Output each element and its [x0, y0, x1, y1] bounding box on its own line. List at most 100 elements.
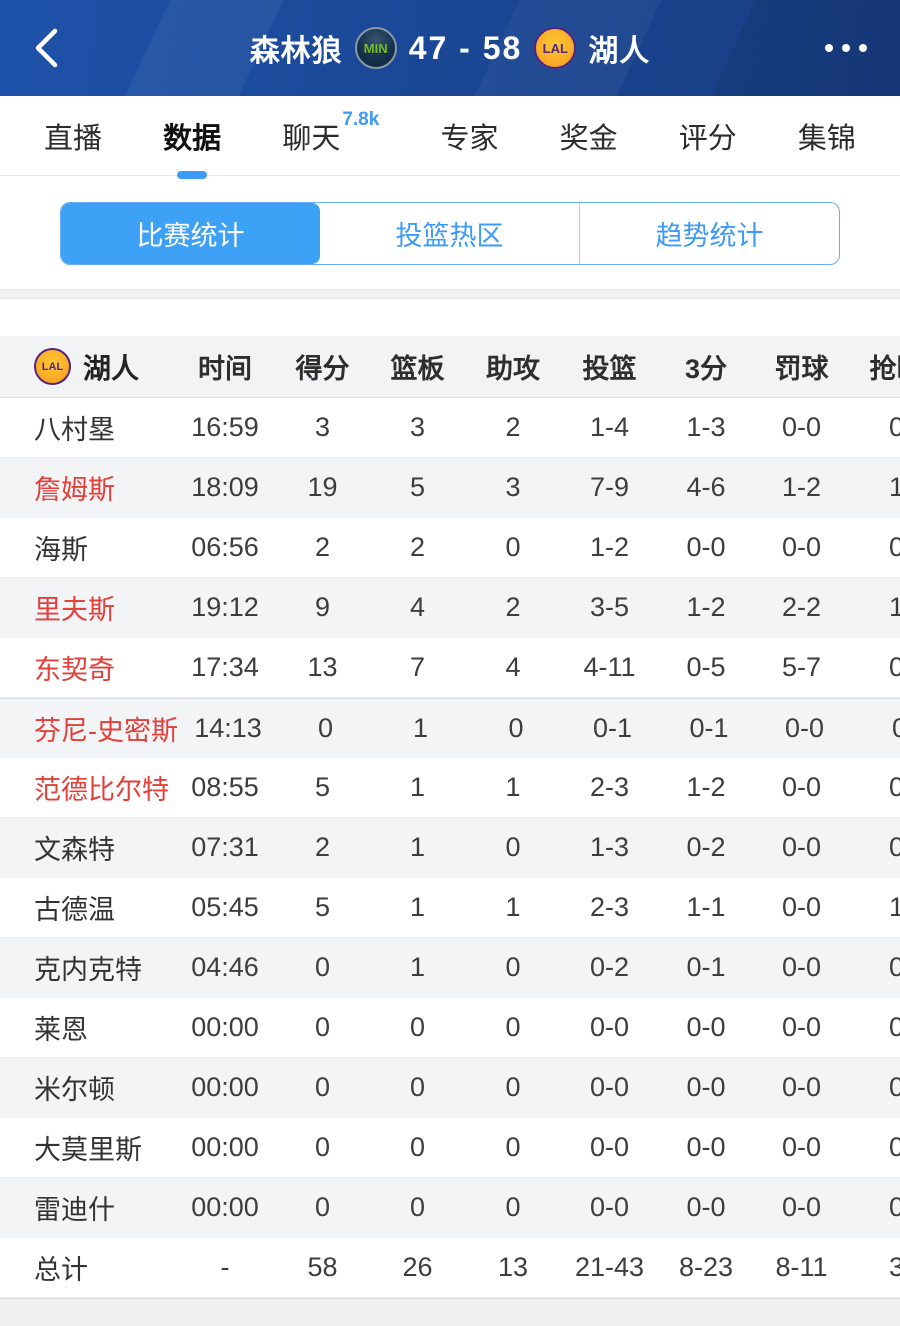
player-row-克内克特[interactable]: 克内克特 04:46 0 1 0 0-2 0-1 0-0 0	[0, 938, 900, 998]
team-header-cell: LAL 湖人	[0, 347, 175, 387]
player-row-古德温[interactable]: 古德温 05:45 5 1 1 2-3 1-1 0-0 1	[0, 878, 900, 938]
stat-cell-助攻: 4	[505, 652, 521, 682]
stat-cell-抢断: 1	[888, 592, 900, 622]
stat-cell-得分: 0	[314, 1072, 331, 1102]
stat-cell-助攻: 0	[505, 1132, 521, 1162]
stat-cell-得分: 0	[314, 1012, 331, 1042]
player-name: 东契奇	[34, 655, 115, 685]
stat-cell-时间: 07:31	[191, 832, 259, 862]
player-name: 里夫斯	[34, 595, 115, 625]
stat-cell-助攻: 2	[505, 592, 521, 622]
home-team-name: 湖人	[588, 35, 651, 68]
player-row-詹姆斯[interactable]: 詹姆斯 18:09 19 5 3 7-9 4-6 1-2 1	[0, 458, 900, 518]
tab-聊天[interactable]: 聊天 7.8k	[280, 107, 381, 165]
stat-cell-得分: 2	[314, 532, 331, 562]
stat-cell-3分: 4-6	[686, 472, 726, 502]
stat-cell-得分: 0	[314, 1132, 331, 1162]
segment-投篮热区[interactable]: 投篮热区	[395, 221, 504, 251]
player-row-八村塁[interactable]: 八村塁 16:59 3 3 2 1-4 1-3 0-0 0	[0, 398, 900, 458]
totals-row: 总计 - 58 26 13 21-43 8-23 8-11 3	[0, 1238, 900, 1298]
column-header-得分: 得分	[295, 354, 350, 384]
stat-cell-投篮: 0-2	[589, 952, 630, 982]
stat-cell-罚球: 2-2	[781, 592, 822, 622]
stat-cell-篮板: 0	[409, 1012, 426, 1042]
stat-cell-罚球: 0-0	[781, 1012, 822, 1042]
stat-cell-得分: 0	[314, 952, 331, 982]
player-row-大莫里斯[interactable]: 大莫里斯 00:00 0 0 0 0-0 0-0 0-0 0	[0, 1118, 900, 1178]
stats-table-viewport[interactable]: LAL 湖人 时间得分篮板助攻投篮3分罚球抢断 八村塁16:593321-41-…	[0, 336, 900, 1298]
stat-cell-抢断: 0	[888, 952, 900, 982]
tab-集锦[interactable]: 集锦	[796, 107, 858, 165]
timberwolves-logo-icon: MIN	[354, 27, 397, 69]
stat-cell-得分: 0	[317, 712, 334, 743]
stat-cell-得分: 13	[307, 652, 338, 682]
stat-cell-得分: 5	[314, 772, 331, 802]
stat-cell-篮板: 0	[409, 1132, 426, 1162]
tab-bar: 直播 数据 聊天 7.8k 专家 奖金 评分 集锦	[0, 96, 900, 176]
stat-cell-助攻: 3	[505, 472, 521, 502]
player-row-海斯[interactable]: 海斯 06:56 2 2 0 1-2 0-0 0-0 0	[0, 518, 900, 578]
more-menu-button[interactable]	[810, 30, 882, 66]
stat-cell-3分: 0-0	[686, 1072, 726, 1102]
tab-直播[interactable]: 直播	[42, 107, 104, 165]
column-header-时间: 时间	[198, 354, 252, 384]
player-name: 范德比尔特	[34, 775, 169, 805]
stat-cell-抢断: 0	[888, 652, 900, 682]
segment-趋势统计[interactable]: 趋势统计	[579, 203, 839, 264]
stat-cell-3分: 1-1	[686, 892, 726, 922]
player-row-米尔顿[interactable]: 米尔顿 00:00 0 0 0 0-0 0-0 0-0 0	[0, 1058, 900, 1118]
stat-cell-罚球: 0-0	[781, 532, 822, 562]
player-row-东契奇[interactable]: 东契奇 17:34 13 7 4 4-11 0-5 5-7 0	[0, 638, 900, 698]
stat-cell-投篮: 0-0	[589, 1192, 630, 1222]
stat-cell-抢断: 0	[888, 832, 900, 862]
player-name: 大莫里斯	[34, 1135, 142, 1165]
player-name: 八村塁	[34, 415, 115, 445]
team-header-label: 湖人	[83, 352, 140, 384]
player-row-里夫斯[interactable]: 里夫斯 19:12 9 4 2 3-5 1-2 2-2 1	[0, 578, 900, 638]
tab-奖金[interactable]: 奖金	[558, 107, 620, 165]
stat-cell-篮板: 1	[412, 712, 429, 743]
player-row-文森特[interactable]: 文森特 07:31 2 1 0 1-3 0-2 0-0 0	[0, 818, 900, 878]
stat-cell-罚球: 0-0	[781, 1192, 822, 1222]
stat-cell-3分: 0-1	[686, 952, 726, 982]
player-row-范德比尔特[interactable]: 范德比尔特 08:55 5 1 1 2-3 1-2 0-0 0	[0, 758, 900, 818]
player-row-雷迪什[interactable]: 雷迪什 00:00 0 0 0 0-0 0-0 0-0 0	[0, 1178, 900, 1238]
stat-cell-抢断: 3	[888, 1252, 900, 1282]
away-team-name: 森林狼	[249, 35, 343, 68]
segmented-control: 比赛统计 投篮热区 趋势统计	[60, 202, 840, 265]
stat-cell-篮板: 2	[409, 532, 426, 562]
tab-badge-count: 7.8k	[342, 108, 380, 130]
back-button[interactable]	[22, 24, 70, 72]
stat-cell-时间: 14:13	[194, 712, 262, 743]
stat-cell-3分: 1-3	[686, 412, 726, 442]
tab-label: 集锦	[797, 122, 856, 155]
more-dots-icon	[859, 44, 867, 52]
stat-cell-抢断: 0	[891, 712, 900, 743]
app-bar: 森林狼 MIN 47 - 58 LAL 湖人	[0, 0, 900, 96]
spacer	[0, 265, 900, 289]
stat-cell-得分: 3	[314, 412, 331, 442]
lakers-logo-icon: LAL	[534, 27, 577, 69]
stat-cell-时间: 06:56	[191, 532, 259, 562]
section-divider	[0, 289, 900, 299]
stat-cell-助攻: 0	[505, 1072, 521, 1102]
stat-cell-3分: 0-0	[686, 1192, 726, 1222]
stat-cell-抢断: 0	[888, 412, 900, 442]
stat-cell-投篮: 2-3	[589, 892, 630, 922]
stat-cell-投篮: 1-3	[589, 832, 630, 862]
player-row-芬尼-史密斯[interactable]: 芬尼-史密斯 14:13 0 1 0 0-1 0-1 0-0 0	[0, 698, 900, 758]
stat-cell-抢断: 0	[888, 772, 900, 802]
stat-cell-投篮: 4-11	[583, 652, 636, 682]
tab-数据[interactable]: 数据	[161, 107, 223, 165]
stat-cell-时间: 08:55	[191, 772, 259, 802]
player-name: 詹姆斯	[34, 475, 115, 505]
stat-cell-篮板: 1	[409, 892, 426, 922]
player-name: 克内克特	[34, 955, 142, 985]
segment-比赛统计[interactable]: 比赛统计	[61, 203, 320, 264]
stat-cell-助攻: 0	[505, 832, 521, 862]
tab-评分[interactable]: 评分	[677, 107, 739, 165]
tab-专家[interactable]: 专家	[438, 107, 500, 165]
stat-cell-助攻: 13	[497, 1252, 529, 1282]
stat-cell-投篮: 2-3	[589, 772, 630, 802]
player-row-莱恩[interactable]: 莱恩 00:00 0 0 0 0-0 0-0 0-0 0	[0, 998, 900, 1058]
